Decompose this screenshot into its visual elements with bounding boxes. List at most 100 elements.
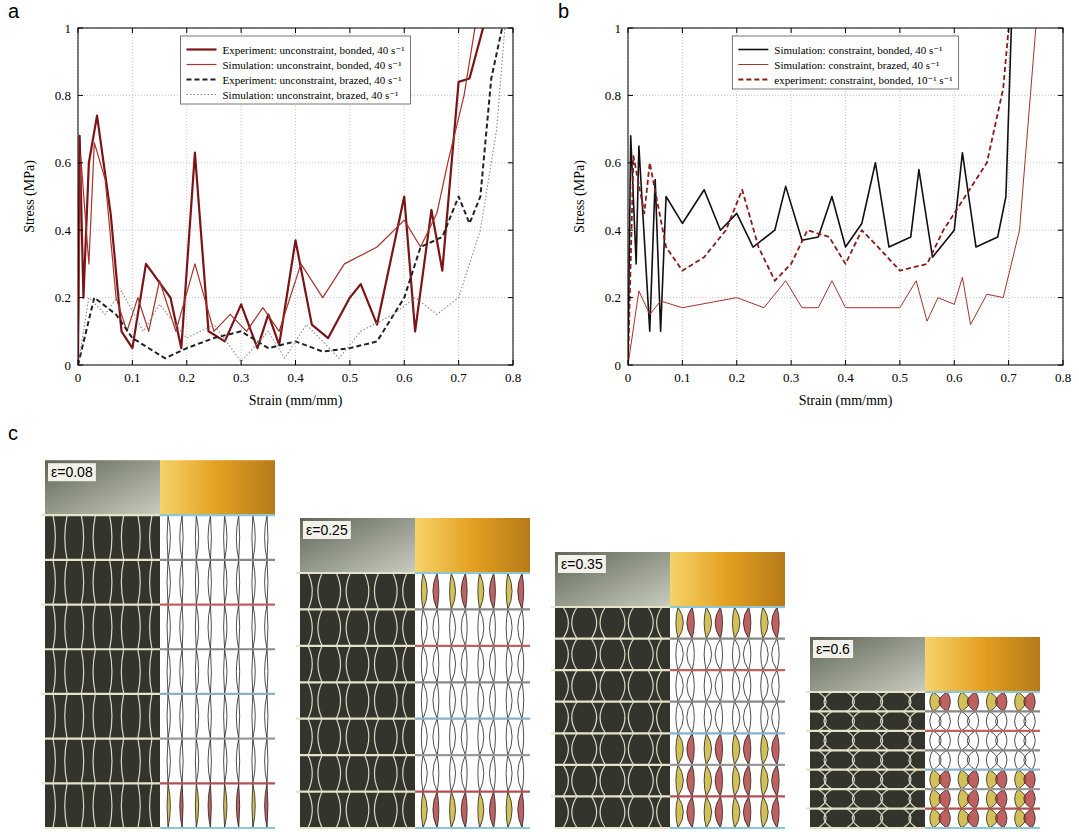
sim-cell-wall xyxy=(195,694,198,739)
photo-plate xyxy=(45,559,160,561)
tick-label: 0.2 xyxy=(55,290,71,305)
sim-cell-wall xyxy=(772,639,779,671)
tick xyxy=(78,360,79,365)
photo-cell-wall xyxy=(53,694,55,739)
photo-cell-wall xyxy=(657,796,662,828)
photo-cell-wall xyxy=(365,573,369,609)
sim-cell-wall xyxy=(195,515,198,560)
series-line xyxy=(78,28,505,365)
photo-cell-wall xyxy=(65,649,67,694)
sim-cell-wall xyxy=(743,607,750,639)
sim-cell-wall xyxy=(704,607,711,639)
sim-cell-wall xyxy=(433,646,439,682)
photo-cell-wall xyxy=(393,792,397,828)
legend-label: experiment: constraint, bonded, 10⁻¹ s⁻¹ xyxy=(774,74,952,86)
sim-plate xyxy=(160,514,275,516)
photo-cell-wall xyxy=(150,605,152,650)
sim-cell-wall xyxy=(732,607,739,639)
photo-cell-wall xyxy=(336,682,340,718)
photo-cell-wall xyxy=(846,750,854,769)
sim-cell-wall xyxy=(478,719,484,755)
photo-cell-wall xyxy=(318,792,322,828)
sim-cell-wall xyxy=(939,809,950,828)
tick xyxy=(458,28,459,33)
sim-cell-wall xyxy=(421,755,427,791)
tick xyxy=(132,360,133,365)
tick xyxy=(1058,162,1063,163)
sim-cell-wall xyxy=(195,605,198,650)
strain-frame: ε=0.25 xyxy=(296,518,530,828)
tick-label: 0.1 xyxy=(674,370,690,385)
axis-title: Strain (mm/mm) xyxy=(799,393,893,409)
photo-cell-wall xyxy=(620,796,625,828)
grid-line xyxy=(78,297,513,298)
photo-cell-wall xyxy=(875,692,883,711)
sim-cell-wall xyxy=(224,560,227,605)
photo-cell-wall xyxy=(121,783,123,828)
sim-plate xyxy=(160,738,275,740)
photo-cell-wall xyxy=(81,739,83,784)
photo-cell-wall xyxy=(591,702,596,734)
label-patch xyxy=(303,521,351,539)
series-line xyxy=(78,28,502,365)
photo-platen xyxy=(45,460,160,515)
tick-label: 0.8 xyxy=(605,88,621,103)
photo-cell-wall xyxy=(909,789,917,808)
sim-cell-wall xyxy=(687,733,694,765)
photo-cell-wall xyxy=(563,607,568,639)
sim-plate xyxy=(160,693,275,695)
sim-cell-wall xyxy=(252,694,255,739)
photo-cell-wall xyxy=(81,649,83,694)
sim-cell-wall xyxy=(1024,770,1035,789)
photo-cell-wall xyxy=(620,607,625,639)
sim-plate xyxy=(670,732,785,734)
legend-swatch xyxy=(186,94,216,95)
sim-plate xyxy=(925,788,1040,790)
photo-plate xyxy=(555,637,670,639)
photo-cell-wall xyxy=(824,750,832,769)
photo-cell-wall xyxy=(903,711,911,730)
photo-cell-wall xyxy=(852,711,860,730)
photo-cell-wall xyxy=(365,646,369,682)
photo-cell-wall xyxy=(93,605,95,650)
sim-cell-wall xyxy=(772,670,779,702)
photo-cell-wall xyxy=(53,515,55,560)
tick xyxy=(1058,230,1063,231)
sim-plate xyxy=(925,710,1040,712)
sim-cell-wall xyxy=(506,682,512,718)
sim-cell-wall xyxy=(687,639,694,671)
tick-label: 0.3 xyxy=(783,370,799,385)
sim-cell-wall xyxy=(732,796,739,828)
figure: a00.10.20.30.40.50.60.70.800.20.40.60.81… xyxy=(0,0,1079,832)
sim-cell-wall xyxy=(265,649,268,694)
tick xyxy=(186,360,187,365)
sim-cell-wall xyxy=(967,750,978,769)
sim-cell-wall xyxy=(687,607,694,639)
plot-frame xyxy=(78,28,513,365)
sim-cell-wall xyxy=(996,692,1007,711)
sim-cell-wall xyxy=(461,719,467,755)
sim-cell-wall xyxy=(236,694,239,739)
photo-cell-wall xyxy=(346,573,350,609)
photo-cell-wall xyxy=(600,796,605,828)
sim-cell-wall xyxy=(967,692,978,711)
sim-cell-wall xyxy=(518,573,524,609)
photo-cell-wall xyxy=(846,789,854,808)
photo-cell-wall xyxy=(657,670,662,702)
sim-plate xyxy=(415,608,530,610)
photo-cell-wall xyxy=(903,731,911,750)
sim-cell-wall xyxy=(676,765,683,797)
tick xyxy=(1058,28,1063,29)
photo-cell-wall xyxy=(563,796,568,828)
sim-cell-wall xyxy=(506,719,512,755)
photo-cell-wall xyxy=(403,646,407,682)
sim-cell-wall xyxy=(761,765,768,797)
photo-cell-wall xyxy=(824,770,832,789)
sim-cell-wall xyxy=(704,702,711,734)
photo-cell-wall xyxy=(336,755,340,791)
photo-cell-wall xyxy=(600,765,605,797)
photo-cell-wall xyxy=(121,649,123,694)
photo-cell-wall xyxy=(308,646,312,682)
photo-cell-wall xyxy=(620,765,625,797)
sim-cell-wall xyxy=(687,765,694,797)
